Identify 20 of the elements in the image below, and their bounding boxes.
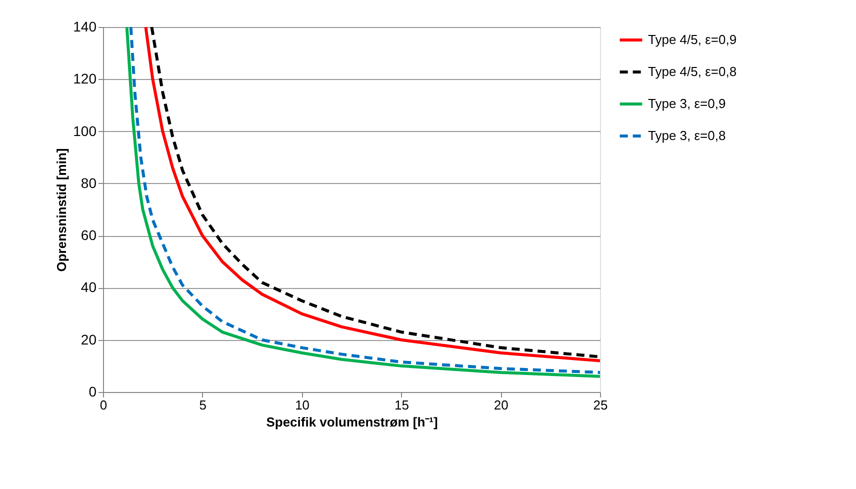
x-tick-label: 5 (199, 398, 207, 412)
y-tick-label: 120 (73, 70, 97, 87)
x-tick-label: 20 (494, 398, 508, 412)
legend-label: Type 3, ε=0,8 (648, 128, 726, 143)
y-tick-label: 0 (88, 384, 97, 400)
x-tick-label: 15 (394, 398, 409, 412)
y-tick-label: 40 (80, 279, 97, 296)
x-axis-title: Specifik volumenstrøm [h⁻¹] (266, 414, 438, 430)
legend-label: Type 4/5, ε=0,9 (648, 32, 737, 47)
x-tick-label: 10 (295, 398, 310, 412)
y-axis-title: Oprensninstid [min] (54, 148, 70, 272)
y-tick-label: 20 (80, 331, 97, 348)
y-tick-label: 80 (80, 174, 97, 191)
y-tick-label: 100 (73, 122, 97, 139)
legend-label: Type 4/5, ε=0,8 (648, 64, 737, 79)
y-tick-label: 60 (80, 227, 97, 244)
x-tick-label: 25 (593, 398, 608, 412)
x-tick-label: 0 (100, 398, 108, 412)
y-tick-label: 140 (73, 18, 97, 34)
legend-label: Type 3, ε=0,9 (648, 96, 726, 111)
